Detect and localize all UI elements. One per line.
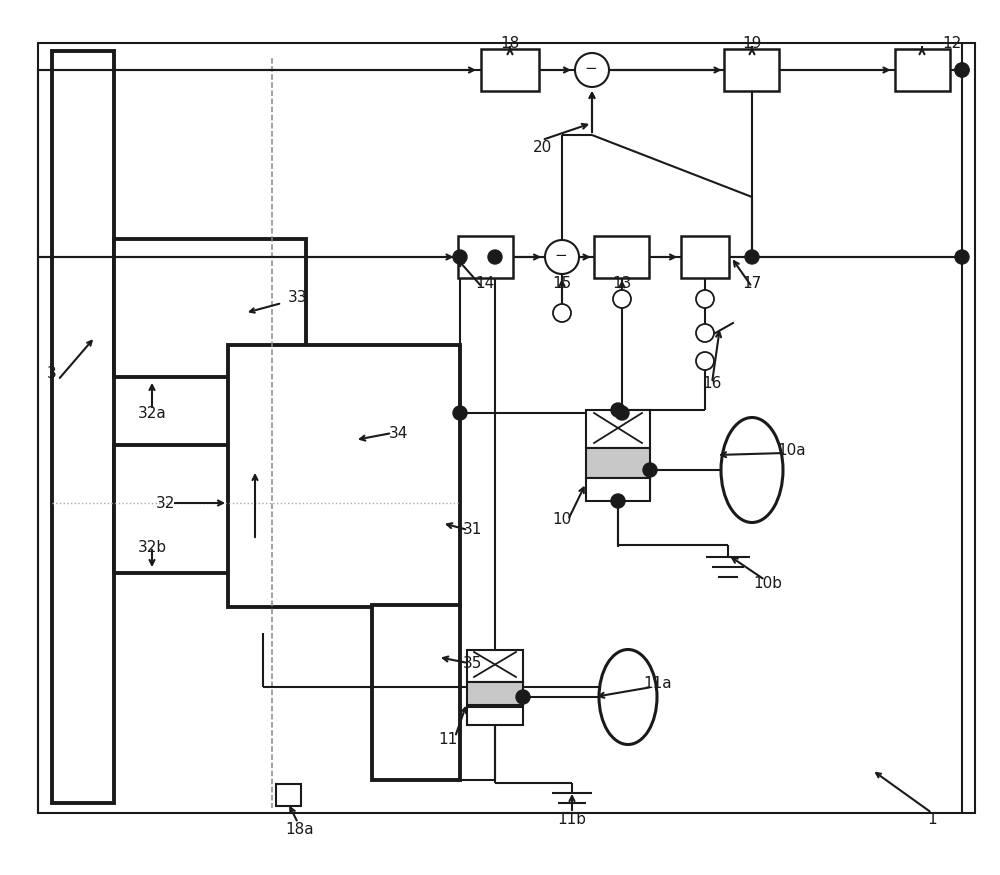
Bar [458, 236, 512, 278]
Circle shape [553, 304, 571, 322]
Circle shape [615, 406, 629, 420]
Text: 3: 3 [47, 366, 57, 381]
Bar [586, 410, 650, 448]
Bar [895, 49, 950, 91]
Text: 11b: 11b [558, 813, 586, 828]
Bar [467, 650, 523, 682]
Text: 32: 32 [155, 495, 175, 510]
Bar [114, 445, 306, 573]
Circle shape [611, 494, 625, 508]
Circle shape [696, 352, 714, 370]
Bar [114, 239, 306, 377]
Circle shape [745, 250, 759, 264]
Text: 34: 34 [388, 425, 408, 440]
Circle shape [613, 290, 631, 308]
Ellipse shape [721, 417, 783, 522]
Bar [467, 682, 523, 705]
Circle shape [575, 53, 609, 87]
Text: 10a: 10a [778, 443, 806, 458]
Bar [52, 51, 114, 803]
Text: 11: 11 [438, 732, 458, 747]
Text: 16: 16 [702, 375, 722, 390]
Bar [481, 49, 539, 91]
Circle shape [453, 406, 467, 420]
Text: 11a: 11a [644, 676, 672, 690]
Bar [38, 43, 975, 813]
Bar [228, 345, 460, 607]
Text: −: − [585, 60, 597, 75]
Text: 15: 15 [552, 276, 572, 290]
Bar [681, 236, 729, 278]
Circle shape [696, 290, 714, 308]
Circle shape [516, 690, 530, 704]
Circle shape [696, 324, 714, 342]
Text: 17: 17 [742, 276, 762, 290]
Circle shape [545, 240, 579, 274]
Text: 33: 33 [288, 290, 308, 304]
Text: 32a: 32a [138, 405, 166, 421]
Text: 20: 20 [532, 139, 552, 155]
Text: 10: 10 [552, 513, 572, 528]
Text: 35: 35 [462, 655, 482, 670]
Text: 18a: 18a [286, 822, 314, 837]
Circle shape [955, 250, 969, 264]
Circle shape [643, 463, 657, 477]
Bar [724, 49, 779, 91]
Bar [276, 784, 301, 806]
Text: 14: 14 [475, 276, 495, 290]
Text: −: − [555, 248, 567, 262]
Ellipse shape [599, 649, 657, 745]
Circle shape [955, 63, 969, 77]
Text: 13: 13 [612, 276, 632, 290]
Bar [586, 448, 650, 478]
Text: 1: 1 [927, 813, 937, 828]
Text: 31: 31 [462, 522, 482, 537]
Text: 10b: 10b [754, 576, 782, 591]
Bar [467, 707, 523, 725]
Bar [594, 236, 649, 278]
Circle shape [955, 63, 969, 77]
Bar [586, 478, 650, 501]
Text: 12: 12 [942, 36, 962, 51]
Circle shape [611, 403, 625, 417]
Text: 19: 19 [742, 36, 762, 51]
Text: 18: 18 [500, 36, 520, 51]
Circle shape [488, 250, 502, 264]
Text: 32b: 32b [137, 540, 167, 555]
Circle shape [453, 250, 467, 264]
Bar [372, 605, 460, 780]
